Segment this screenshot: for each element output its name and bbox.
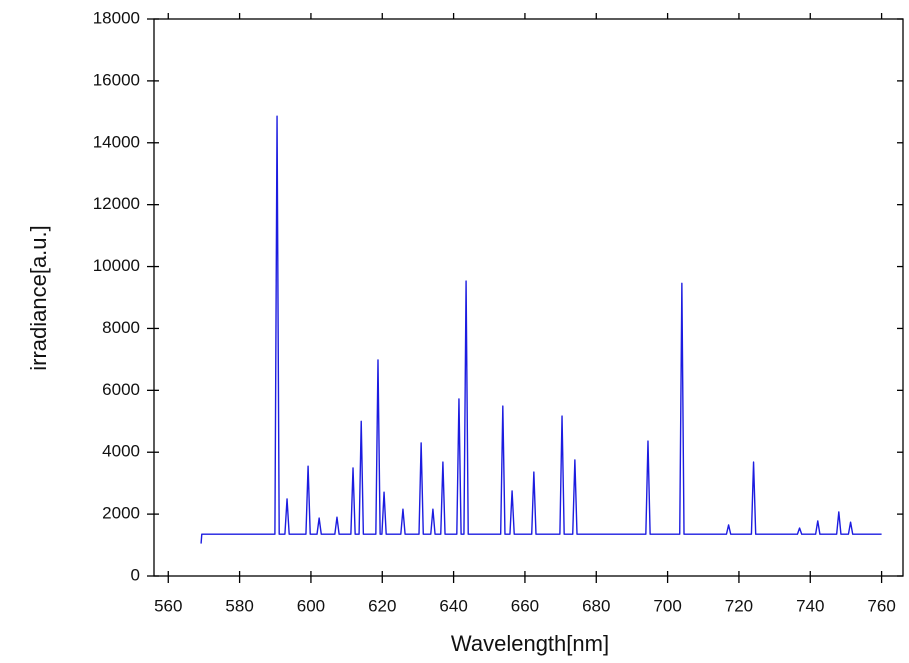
x-tick-label: 700 bbox=[653, 596, 681, 615]
x-tick-label: 740 bbox=[796, 596, 824, 615]
y-tick-label: 16000 bbox=[93, 70, 140, 89]
y-tick-label: 0 bbox=[131, 565, 140, 584]
x-axis-label: Wavelength[nm] bbox=[451, 631, 609, 656]
y-tick-label: 2000 bbox=[102, 504, 140, 523]
x-tick-label: 620 bbox=[368, 596, 396, 615]
x-tick-label: 760 bbox=[867, 596, 895, 615]
x-tick-label: 600 bbox=[297, 596, 325, 615]
y-tick-label: 8000 bbox=[102, 318, 140, 337]
y-tick-label: 14000 bbox=[93, 132, 140, 151]
plot-frame bbox=[153, 18, 904, 577]
y-tick-label: 4000 bbox=[102, 442, 140, 461]
x-tick-label: 640 bbox=[439, 596, 467, 615]
x-tick-label: 680 bbox=[582, 596, 610, 615]
x-tick-label: 660 bbox=[511, 596, 539, 615]
y-tick-label: 10000 bbox=[93, 256, 140, 275]
spectrum-line bbox=[200, 115, 882, 544]
y-tick-label: 18000 bbox=[93, 8, 140, 27]
y-axis-label: irradiance[a.u.] bbox=[26, 225, 51, 371]
x-tick-label: 560 bbox=[154, 596, 182, 615]
y-tick-label: 12000 bbox=[93, 194, 140, 213]
x-tick-label: 580 bbox=[225, 596, 253, 615]
x-tick-label: 720 bbox=[725, 596, 753, 615]
y-tick-label: 6000 bbox=[102, 380, 140, 399]
